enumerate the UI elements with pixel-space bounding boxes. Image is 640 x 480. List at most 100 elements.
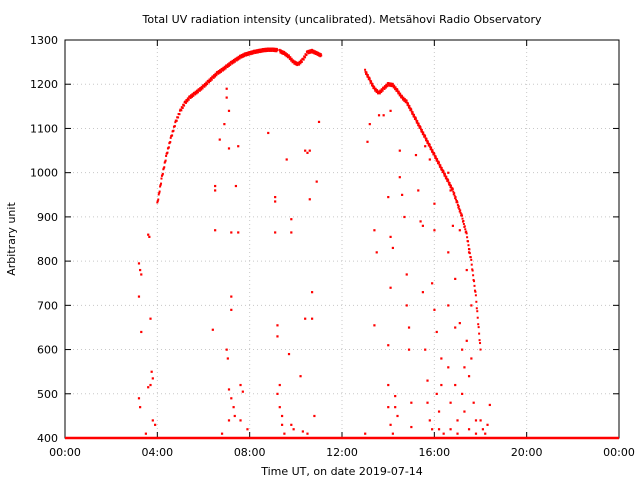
- data-point: [476, 307, 478, 309]
- data-point: [383, 114, 385, 116]
- data-point: [454, 326, 456, 328]
- data-point: [214, 189, 216, 191]
- data-point: [301, 61, 303, 63]
- data-point: [408, 105, 410, 107]
- data-point: [228, 147, 230, 149]
- x-tick-label: 00:00: [49, 446, 81, 459]
- data-point: [299, 375, 301, 377]
- data-point: [154, 424, 156, 426]
- data-point: [376, 251, 378, 253]
- data-point: [433, 153, 435, 155]
- data-point: [370, 80, 372, 82]
- data-point: [464, 225, 466, 227]
- data-point: [467, 240, 469, 242]
- data-point: [449, 189, 451, 191]
- data-point: [433, 229, 435, 231]
- data-point: [149, 384, 151, 386]
- data-point: [475, 294, 477, 296]
- data-point: [246, 428, 248, 430]
- data-point: [151, 371, 153, 373]
- data-point: [476, 310, 478, 312]
- data-point: [228, 110, 230, 112]
- data-point: [274, 231, 276, 233]
- x-tick-label: 00:00: [603, 446, 635, 459]
- y-tick-label: 1100: [30, 122, 58, 135]
- data-point: [387, 384, 389, 386]
- y-tick-label: 1000: [30, 167, 58, 180]
- data-point: [466, 232, 468, 234]
- data-point: [394, 406, 396, 408]
- x-tick-label: 12:00: [326, 446, 358, 459]
- data-point: [396, 415, 398, 417]
- data-point: [403, 216, 405, 218]
- data-point: [239, 58, 241, 60]
- data-point: [455, 196, 457, 198]
- data-point: [415, 154, 417, 156]
- data-point: [306, 433, 308, 435]
- data-point: [228, 388, 230, 390]
- data-point: [407, 102, 409, 104]
- data-point: [477, 317, 479, 319]
- data-point: [447, 251, 449, 253]
- data-point: [454, 278, 456, 280]
- data-point: [486, 424, 488, 426]
- data-point: [147, 386, 149, 388]
- data-point: [399, 176, 401, 178]
- data-point: [450, 185, 452, 187]
- y-tick-label: 1200: [30, 78, 58, 91]
- data-point: [309, 198, 311, 200]
- data-point: [223, 123, 225, 125]
- data-point: [303, 59, 305, 61]
- data-point: [215, 74, 217, 76]
- data-point: [431, 428, 433, 430]
- data-point: [468, 248, 470, 250]
- data-point: [424, 145, 426, 147]
- y-tick-label: 800: [37, 255, 58, 268]
- data-point: [435, 155, 437, 157]
- data-point: [461, 215, 463, 217]
- data-point: [387, 406, 389, 408]
- data-point: [461, 393, 463, 395]
- data-point: [406, 100, 408, 102]
- data-point: [394, 395, 396, 397]
- data-point: [242, 391, 244, 393]
- data-point: [468, 375, 470, 377]
- data-point: [443, 170, 445, 172]
- data-point: [313, 415, 315, 417]
- data-point: [243, 55, 245, 57]
- data-point: [479, 339, 481, 341]
- data-point: [468, 428, 470, 430]
- data-point: [366, 141, 368, 143]
- data-point: [387, 196, 389, 198]
- y-tick-label: 600: [37, 344, 58, 357]
- data-point: [431, 149, 433, 151]
- data-point: [311, 318, 313, 320]
- data-point: [237, 145, 239, 147]
- data-point: [463, 223, 465, 225]
- data-point: [395, 86, 397, 88]
- data-point: [482, 428, 484, 430]
- data-point: [140, 273, 142, 275]
- data-point: [406, 304, 408, 306]
- data-point: [170, 137, 172, 139]
- data-point: [276, 393, 278, 395]
- data-point: [480, 349, 482, 351]
- y-axis-label: Arbitrary unit: [5, 202, 18, 276]
- data-point: [318, 121, 320, 123]
- data-point: [477, 323, 479, 325]
- data-point: [441, 167, 443, 169]
- data-point: [438, 428, 440, 430]
- data-point: [159, 191, 161, 193]
- data-point: [408, 349, 410, 351]
- data-point: [459, 209, 461, 211]
- data-point: [233, 406, 235, 408]
- data-point: [410, 109, 412, 111]
- data-point: [478, 326, 480, 328]
- x-tick-label: 16:00: [418, 446, 450, 459]
- data-point: [373, 229, 375, 231]
- data-point: [188, 99, 190, 101]
- data-point: [478, 333, 480, 335]
- data-point: [392, 83, 394, 85]
- data-point: [475, 301, 477, 303]
